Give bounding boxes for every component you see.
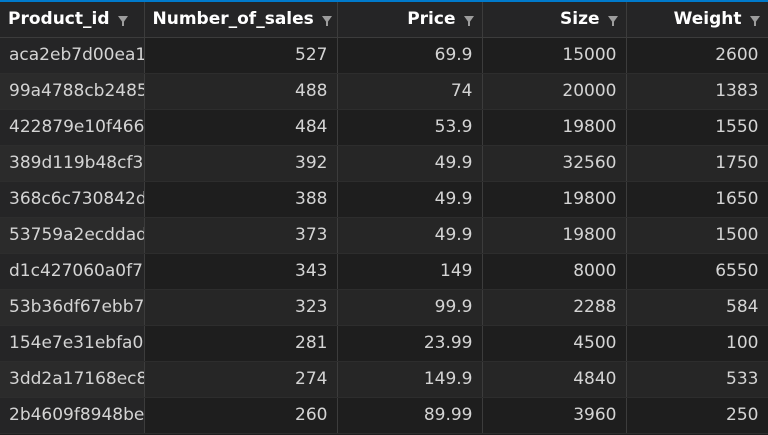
- weight-cell[interactable]: 1383: [626, 73, 768, 110]
- filter-icon[interactable]: [117, 16, 128, 27]
- table-row[interactable]: 154e7e31ebfa09 281 23.99 4500 100: [0, 325, 768, 362]
- size-cell[interactable]: 15000: [482, 37, 627, 74]
- product-id-cell[interactable]: 368c6c730842d7: [0, 181, 145, 218]
- table-row[interactable]: 422879e10f4668 484 53.9 19800 1550: [0, 109, 768, 146]
- product-id-cell[interactable]: 53759a2ecddad2: [0, 217, 145, 254]
- filter-icon[interactable]: [607, 16, 618, 27]
- table-row[interactable]: 389d119b48cf30 392 49.9 32560 1750: [0, 145, 768, 182]
- table-body: aca2eb7d00ea1a 527 69.9 15000 2600 99a4788cb2…: [0, 37, 768, 434]
- number-of-sales-cell[interactable]: 392: [144, 145, 338, 182]
- weight-cell[interactable]: 533: [626, 361, 768, 398]
- number-of-sales-cell[interactable]: 488: [144, 73, 338, 110]
- price-cell[interactable]: 99.9: [337, 289, 483, 326]
- table-row[interactable]: 368c6c730842d7 388 49.9 19800 1650: [0, 181, 768, 218]
- filter-icon[interactable]: [463, 16, 474, 27]
- number-of-sales-cell[interactable]: 527: [144, 37, 338, 74]
- column-header-label: Size: [560, 9, 600, 30]
- size-cell[interactable]: 20000: [482, 73, 627, 110]
- price-cell[interactable]: 49.9: [337, 217, 483, 254]
- size-cell[interactable]: 32560: [482, 145, 627, 182]
- product-id-cell[interactable]: d1c427060a0f73: [0, 253, 145, 290]
- table-row[interactable]: aca2eb7d00ea1a 527 69.9 15000 2600: [0, 37, 768, 74]
- table-row[interactable]: 99a4788cb24856 488 74 20000 1383: [0, 73, 768, 110]
- size-cell[interactable]: 3960: [482, 397, 627, 434]
- size-cell[interactable]: 2288: [482, 289, 627, 326]
- size-cell[interactable]: 19800: [482, 217, 627, 254]
- weight-cell[interactable]: 100: [626, 325, 768, 362]
- number-of-sales-cell[interactable]: 281: [144, 325, 338, 362]
- column-header-label: Price: [407, 9, 456, 30]
- weight-cell[interactable]: 1750: [626, 145, 768, 182]
- product-id-cell[interactable]: 53b36df67ebb7c: [0, 289, 145, 326]
- weight-cell[interactable]: 6550: [626, 253, 768, 290]
- column-header-price[interactable]: Price: [337, 0, 483, 38]
- number-of-sales-cell[interactable]: 388: [144, 181, 338, 218]
- table-row[interactable]: 3dd2a17168ec89 274 149.9 4840 533: [0, 361, 768, 398]
- table-row[interactable]: 2b4609f8948be1 260 89.99 3960 250: [0, 397, 768, 434]
- column-header-label: Weight: [673, 9, 742, 30]
- weight-cell[interactable]: 584: [626, 289, 768, 326]
- column-header-weight[interactable]: Weight: [626, 0, 768, 38]
- product-id-cell[interactable]: 422879e10f4668: [0, 109, 145, 146]
- price-cell[interactable]: 149.9: [337, 361, 483, 398]
- product-id-cell[interactable]: 389d119b48cf30: [0, 145, 145, 182]
- size-cell[interactable]: 19800: [482, 109, 627, 146]
- price-cell[interactable]: 23.99: [337, 325, 483, 362]
- number-of-sales-cell[interactable]: 323: [144, 289, 338, 326]
- size-cell[interactable]: 8000: [482, 253, 627, 290]
- price-cell[interactable]: 49.9: [337, 181, 483, 218]
- table-row[interactable]: 53759a2ecddad2 373 49.9 19800 1500: [0, 217, 768, 254]
- table-row[interactable]: 53b36df67ebb7c 323 99.9 2288 584: [0, 289, 768, 326]
- table-row[interactable]: d1c427060a0f73 343 149 8000 6550: [0, 253, 768, 290]
- header-row: Product_id Number_of_sales Price Size We…: [0, 0, 768, 38]
- product-id-cell[interactable]: 2b4609f8948be1: [0, 397, 145, 434]
- filter-icon[interactable]: [321, 16, 332, 27]
- number-of-sales-cell[interactable]: 274: [144, 361, 338, 398]
- product-id-cell[interactable]: 154e7e31ebfa09: [0, 325, 145, 362]
- product-id-cell[interactable]: 3dd2a17168ec89: [0, 361, 145, 398]
- weight-cell[interactable]: 2600: [626, 37, 768, 74]
- number-of-sales-cell[interactable]: 260: [144, 397, 338, 434]
- filter-icon[interactable]: [749, 16, 760, 27]
- column-header-number-of-sales[interactable]: Number_of_sales: [144, 0, 338, 38]
- price-cell[interactable]: 69.9: [337, 37, 483, 74]
- product-id-cell[interactable]: aca2eb7d00ea1a: [0, 37, 145, 74]
- product-id-cell[interactable]: 99a4788cb24856: [0, 73, 145, 110]
- weight-cell[interactable]: 1650: [626, 181, 768, 218]
- number-of-sales-cell[interactable]: 343: [144, 253, 338, 290]
- price-cell[interactable]: 53.9: [337, 109, 483, 146]
- price-cell[interactable]: 49.9: [337, 145, 483, 182]
- price-cell[interactable]: 149: [337, 253, 483, 290]
- weight-cell[interactable]: 1550: [626, 109, 768, 146]
- size-cell[interactable]: 4840: [482, 361, 627, 398]
- column-header-label: Product_id: [8, 9, 110, 30]
- size-cell[interactable]: 19800: [482, 181, 627, 218]
- weight-cell[interactable]: 1500: [626, 217, 768, 254]
- price-cell[interactable]: 74: [337, 73, 483, 110]
- price-cell[interactable]: 89.99: [337, 397, 483, 434]
- number-of-sales-cell[interactable]: 484: [144, 109, 338, 146]
- size-cell[interactable]: 4500: [482, 325, 627, 362]
- number-of-sales-cell[interactable]: 373: [144, 217, 338, 254]
- weight-cell[interactable]: 250: [626, 397, 768, 434]
- column-header-label: Number_of_sales: [152, 9, 314, 30]
- column-header-product-id[interactable]: Product_id: [0, 0, 145, 38]
- column-header-size[interactable]: Size: [482, 0, 627, 38]
